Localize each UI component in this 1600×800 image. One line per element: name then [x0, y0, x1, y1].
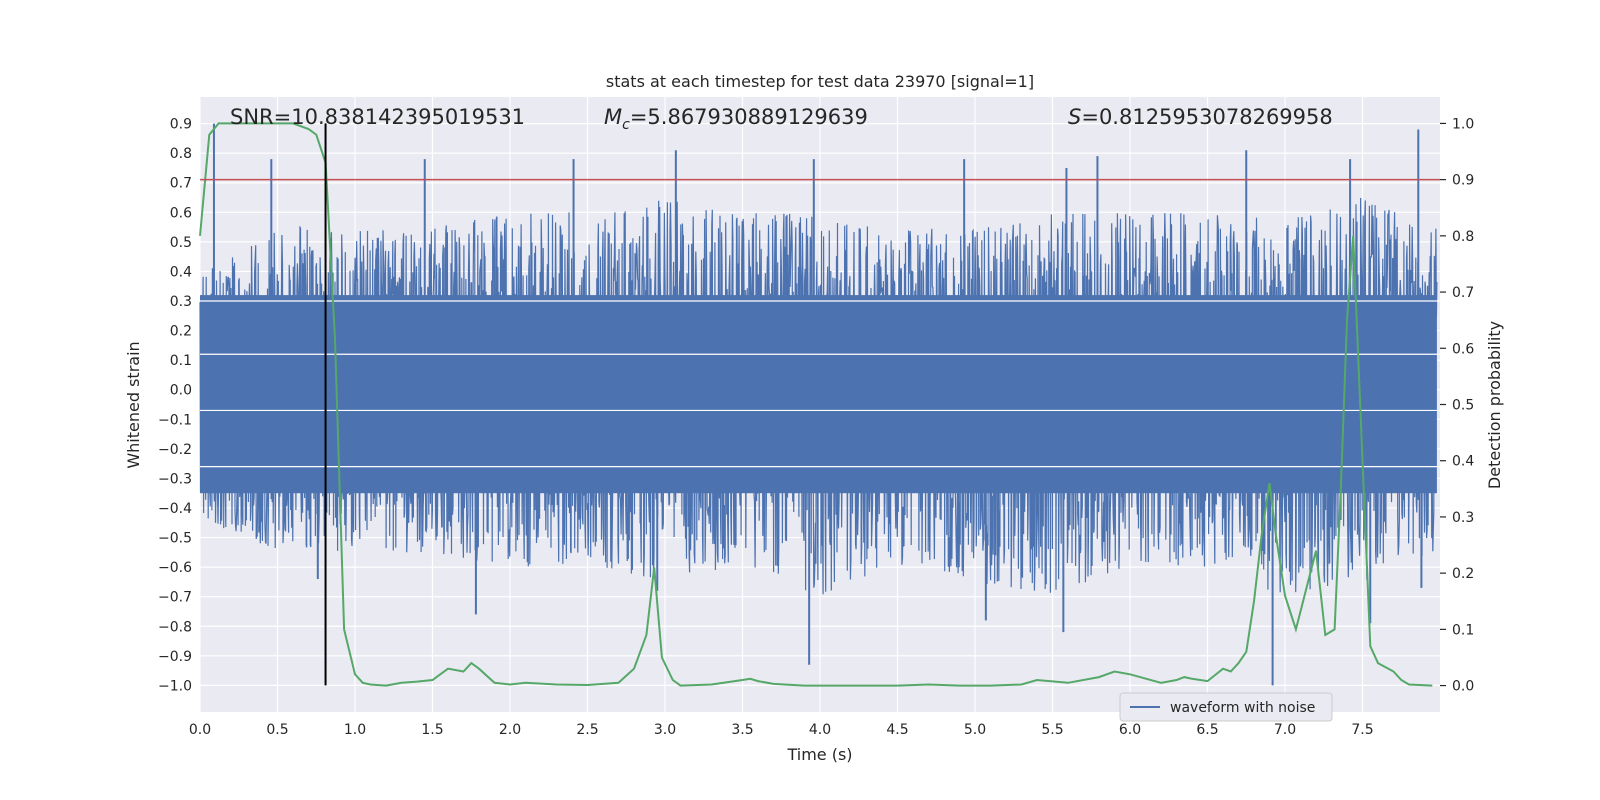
x-tick-label: 5.0: [964, 722, 986, 738]
y-tick-label: 0.4: [170, 264, 192, 280]
probability-series: [199, 122, 1433, 687]
x-tick-label: 6.0: [1119, 722, 1141, 738]
y-tick-label: −0.8: [158, 619, 192, 635]
y-tick-label: 0.2: [170, 324, 192, 340]
legend-label: waveform with noise: [1170, 700, 1315, 716]
x-tick-label: 3.5: [731, 722, 753, 738]
x-tick-label: 0.0: [189, 722, 211, 738]
x-tick-label: 6.5: [1196, 722, 1218, 738]
s-symbol: S: [1068, 105, 1081, 129]
x-tick-label: 3.0: [654, 722, 676, 738]
y2-tick-label: 0.9: [1452, 173, 1474, 189]
chirp-mass-subscript: c: [622, 117, 630, 133]
waveform-series: [199, 123, 1440, 686]
y-tick-label: −0.6: [158, 560, 192, 576]
x-tick-label: 7.0: [1274, 722, 1296, 738]
y2-tick-label: 0.6: [1452, 341, 1474, 357]
x-tick-label: 2.0: [499, 722, 521, 738]
y2-tick-label: 0.4: [1452, 454, 1474, 470]
x-tick-label: 4.5: [886, 722, 908, 738]
y2-tick-label: 0.3: [1452, 510, 1474, 526]
y-tick-label: 0.9: [170, 117, 192, 133]
y2-tick-label: 0.7: [1452, 285, 1474, 301]
y-tick-label: −1.0: [158, 678, 192, 694]
y-tick-label: −0.4: [158, 501, 192, 517]
chirp-mass-symbol: M: [604, 105, 622, 129]
x-tick-label: 7.5: [1351, 722, 1373, 738]
legend-box: [1119, 692, 1333, 722]
s-value: =0.8125953078269958: [1081, 105, 1332, 129]
legend: waveform with noise: [1119, 692, 1333, 722]
y-tick-label: 0.5: [170, 235, 192, 251]
x-axis-ticks: 0.0 0.5 1.0 1.5 2.0 2.5 3.0 3.5 4.0 4.5 5.0 5.5 6.0 6…: [189, 722, 1374, 738]
chirp-mass-annotation: Mc=5.867930889129639: [604, 105, 868, 133]
y-tick-label: 0.0: [170, 383, 192, 399]
x-tick-label: 1.0: [344, 722, 366, 738]
probability-line: [199, 122, 1433, 687]
right-axis-ticks: 1.0 0.9 0.8 0.7 0.6 0.5 0.4 0.3 0.2 0.1 0.0: [1440, 116, 1474, 695]
y-tick-label: −0.7: [158, 590, 192, 606]
waveform-line: [199, 197, 1438, 595]
x-tick-label: 2.5: [576, 722, 598, 738]
s-annotation: S=0.8125953078269958: [1068, 105, 1333, 129]
y-tick-label: −0.1: [158, 412, 192, 428]
y2-tick-label: 0.0: [1452, 679, 1474, 695]
y-tick-label: 0.3: [170, 294, 192, 310]
y2-tick-label: 1.0: [1452, 116, 1474, 132]
x-axis-title: Time (s): [786, 745, 852, 764]
overlays: [200, 123, 1440, 686]
y2-tick-label: 0.1: [1452, 622, 1474, 638]
waveform-core: [200, 295, 1437, 494]
y2-axis-title: Detection probability: [1485, 321, 1504, 489]
y-tick-label: 0.8: [170, 146, 192, 162]
x-tick-label: 0.5: [266, 722, 288, 738]
chart-title: stats at each timestep for test data 239…: [606, 72, 1034, 91]
y-axis-title: Whitened strain: [124, 341, 143, 468]
y-tick-label: −0.9: [158, 649, 192, 665]
x-tick-label: 1.5: [421, 722, 443, 738]
x-tick-label: 4.0: [809, 722, 831, 738]
left-axis-ticks: 0.9 0.8 0.7 0.6 0.5 0.4 0.3 0.2 0.1 0.0 −0.1 −0.2 −0…: [158, 117, 192, 695]
y2-tick-label: 0.2: [1452, 566, 1474, 582]
y-tick-label: 0.1: [170, 353, 192, 369]
y-tick-label: −0.2: [158, 442, 192, 458]
y2-tick-label: 0.5: [1452, 398, 1474, 414]
x-tick-label: 5.5: [1041, 722, 1063, 738]
y2-tick-label: 0.8: [1452, 229, 1474, 245]
y-tick-label: −0.5: [158, 531, 192, 547]
y-tick-label: 0.6: [170, 205, 192, 221]
chirp-mass-value: =5.867930889129639: [630, 105, 868, 129]
snr-annotation: SNR=10.838142395019531: [230, 105, 525, 129]
y-tick-label: 0.7: [170, 176, 192, 192]
y-tick-label: −0.3: [158, 471, 192, 487]
